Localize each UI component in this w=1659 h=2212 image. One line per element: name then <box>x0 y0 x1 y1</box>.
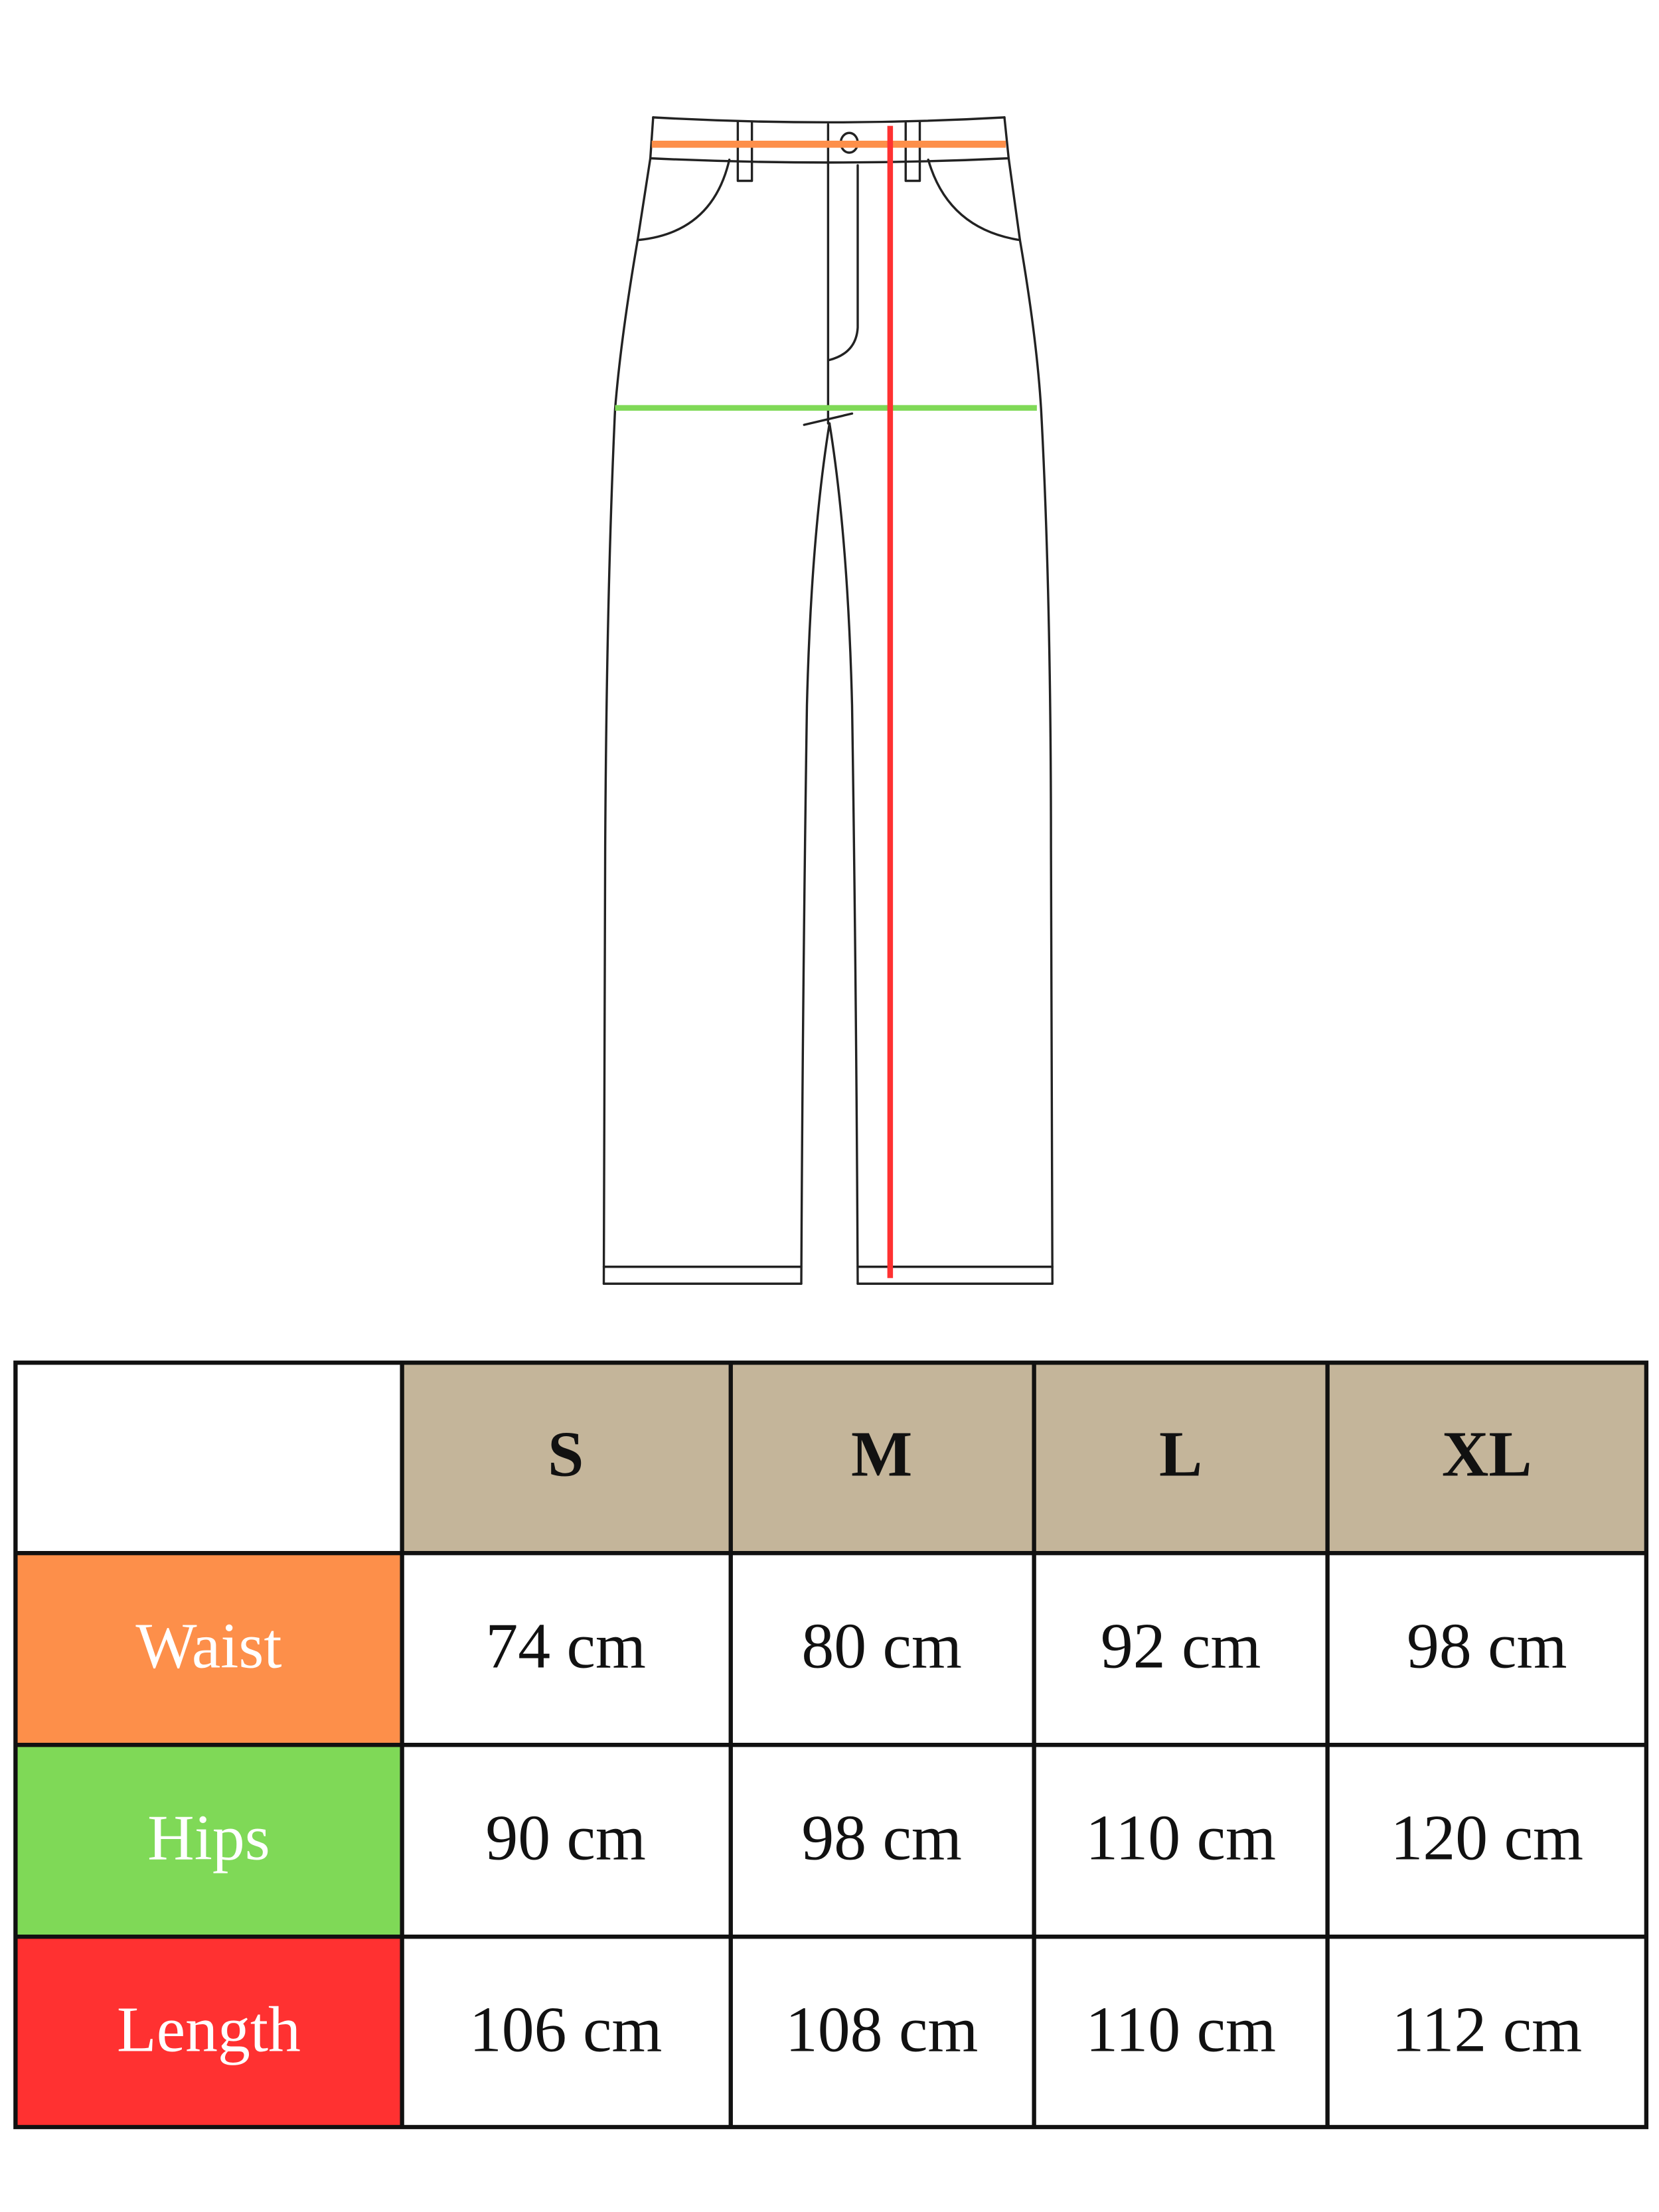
hips-l: 110 cm <box>1085 1802 1276 1874</box>
length-xl: 112 cm <box>1391 1994 1582 2065</box>
size-header-s: S <box>548 1418 584 1490</box>
length-s: 106 cm <box>469 1994 662 2065</box>
waistband-bottom <box>649 157 1010 164</box>
row-label-text-hips: Hips <box>147 1802 270 1874</box>
fly-stitch <box>828 164 859 362</box>
right-outer-seam <box>1003 116 1054 1285</box>
header-size-m <box>730 1363 1034 1554</box>
left-inseam <box>800 422 831 1285</box>
length-m: 108 cm <box>785 1994 978 2065</box>
row-label-waist <box>15 1553 402 1745</box>
table-grid <box>13 1361 1649 2130</box>
header-size-l <box>1034 1363 1328 1554</box>
left-belt-loop <box>736 120 753 183</box>
right-inseam <box>828 422 859 1285</box>
left-outer-seam <box>602 116 655 1285</box>
row-label-length <box>15 1937 402 2127</box>
right-belt-loop <box>904 120 921 183</box>
size-header-xl: XL <box>1442 1418 1532 1490</box>
waist-s: 74 cm <box>485 1610 646 1682</box>
right-pocket <box>927 158 1022 242</box>
header-corner-cell <box>15 1363 402 1554</box>
length-l: 110 cm <box>1085 1994 1276 2065</box>
left-hem <box>602 1266 803 1285</box>
left-pocket <box>636 158 731 242</box>
waist-l: 92 cm <box>1101 1610 1261 1682</box>
right-hem <box>856 1266 1054 1285</box>
header-size-s <box>402 1363 731 1554</box>
size-table: S M L XL Waist 74 cm 80 cm 92 cm 98 cm H… <box>13 1361 1649 2130</box>
hips-s: 90 cm <box>485 1802 646 1874</box>
size-header-m: M <box>851 1418 912 1490</box>
row-label-text-waist: Waist <box>135 1610 281 1682</box>
waist-m: 80 cm <box>801 1610 962 1682</box>
size-header-l: L <box>1159 1418 1202 1490</box>
header-size-xl <box>1327 1363 1646 1554</box>
hips-m: 98 cm <box>801 1802 962 1874</box>
hips-xl: 120 cm <box>1391 1802 1583 1874</box>
pants-illustration <box>602 116 1054 1285</box>
crotch-tick <box>803 412 854 426</box>
row-label-hips <box>15 1745 402 1937</box>
waist-xl: 98 cm <box>1407 1610 1567 1682</box>
row-label-text-length: Length <box>117 1994 301 2065</box>
waistband-top <box>652 116 1006 124</box>
